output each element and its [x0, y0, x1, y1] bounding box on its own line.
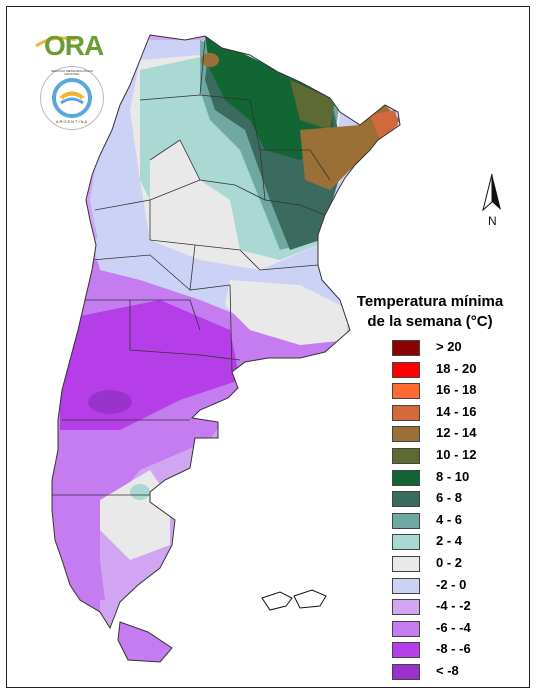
- legend-label: 8 - 10: [436, 468, 470, 484]
- legend-label: -8 - -6: [436, 641, 471, 657]
- legend-swatch: [392, 642, 420, 659]
- legend-swatch: [392, 469, 420, 486]
- legend-swatch: [392, 491, 420, 508]
- legend-item: 8 - 10: [340, 468, 520, 490]
- legend-label: 6 - 8: [436, 490, 463, 506]
- legend-title: Temperatura mínima de la semana (°C): [340, 292, 520, 332]
- legend-label: 10 - 12: [436, 446, 477, 462]
- legend-item: 0 - 2: [340, 554, 520, 576]
- legend-swatch: [392, 620, 420, 637]
- legend-item: -8 - -6: [340, 640, 520, 662]
- legend-item: 14 - 16: [340, 403, 520, 425]
- legend-item: 16 - 18: [340, 381, 520, 403]
- legend-title-line2: de la semana (°C): [367, 313, 493, 330]
- legend-item: -4 - -2: [340, 597, 520, 619]
- legend-swatch: [392, 577, 420, 594]
- province-boundaries: [52, 39, 331, 496]
- legend-title-line1: Temperatura mínima: [356, 293, 504, 310]
- legend-item: < -8: [340, 662, 520, 684]
- tierra-del-fuego: [117, 621, 173, 663]
- legend-label: 0 - 2: [436, 554, 463, 570]
- ora-logo-text: ORA: [44, 30, 104, 61]
- ora-logo: ORA: [34, 26, 104, 61]
- legend-label: 18 - 20: [436, 360, 477, 376]
- legend-swatch: [392, 599, 420, 616]
- legend-item: 12 - 14: [340, 424, 520, 446]
- malvinas-islands: [261, 589, 327, 611]
- legend-item: > 20: [340, 338, 520, 360]
- legend-swatch: [392, 404, 420, 421]
- north-label: N: [488, 214, 497, 228]
- legend-swatch: [392, 340, 420, 356]
- legend-swatch: [392, 361, 420, 378]
- legend-item: 6 - 8: [340, 489, 520, 511]
- legend-label: 16 - 18: [436, 382, 477, 398]
- legend-swatch: [392, 555, 420, 572]
- legend-item: 2 - 4: [340, 532, 520, 554]
- legend-label: > 20: [436, 339, 462, 354]
- legend-label: 14 - 16: [436, 403, 477, 419]
- legend-label: < -8: [436, 662, 459, 678]
- legend-label: -4 - -2: [436, 598, 471, 614]
- legend-item: -2 - 0: [340, 576, 520, 598]
- legend-swatch: [392, 383, 420, 400]
- legend-label: 2 - 4: [436, 533, 463, 549]
- smn-logo: SERVICIO METEOROLÓGICO NACIONAL ARGENTIN…: [40, 66, 104, 130]
- legend-swatch: [392, 534, 420, 551]
- legend-items: > 20 18 - 20 16 - 18 14 - 16 12 - 14 10 …: [340, 338, 520, 684]
- north-arrow-icon: [492, 174, 501, 210]
- legend-item: 18 - 20: [340, 360, 520, 382]
- smn-ring-text: SERVICIO METEOROLÓGICO NACIONAL: [51, 69, 93, 76]
- smn-country-text: ARGENTINA: [55, 119, 89, 124]
- legend-item: -6 - -4: [340, 619, 520, 641]
- legend-label: 4 - 6: [436, 511, 463, 527]
- legend: Temperatura mínima de la semana (°C) > 2…: [340, 292, 520, 684]
- legend-swatch: [392, 512, 420, 529]
- legend-swatch: [392, 426, 420, 443]
- legend-label: -6 - -4: [436, 619, 471, 635]
- legend-swatch: [392, 447, 420, 464]
- north-arrow: N: [477, 172, 507, 232]
- legend-swatch: [392, 663, 420, 680]
- legend-label: -2 - 0: [436, 576, 467, 592]
- legend-label: 12 - 14: [436, 425, 477, 441]
- legend-item: 4 - 6: [340, 511, 520, 533]
- legend-item: 10 - 12: [340, 446, 520, 468]
